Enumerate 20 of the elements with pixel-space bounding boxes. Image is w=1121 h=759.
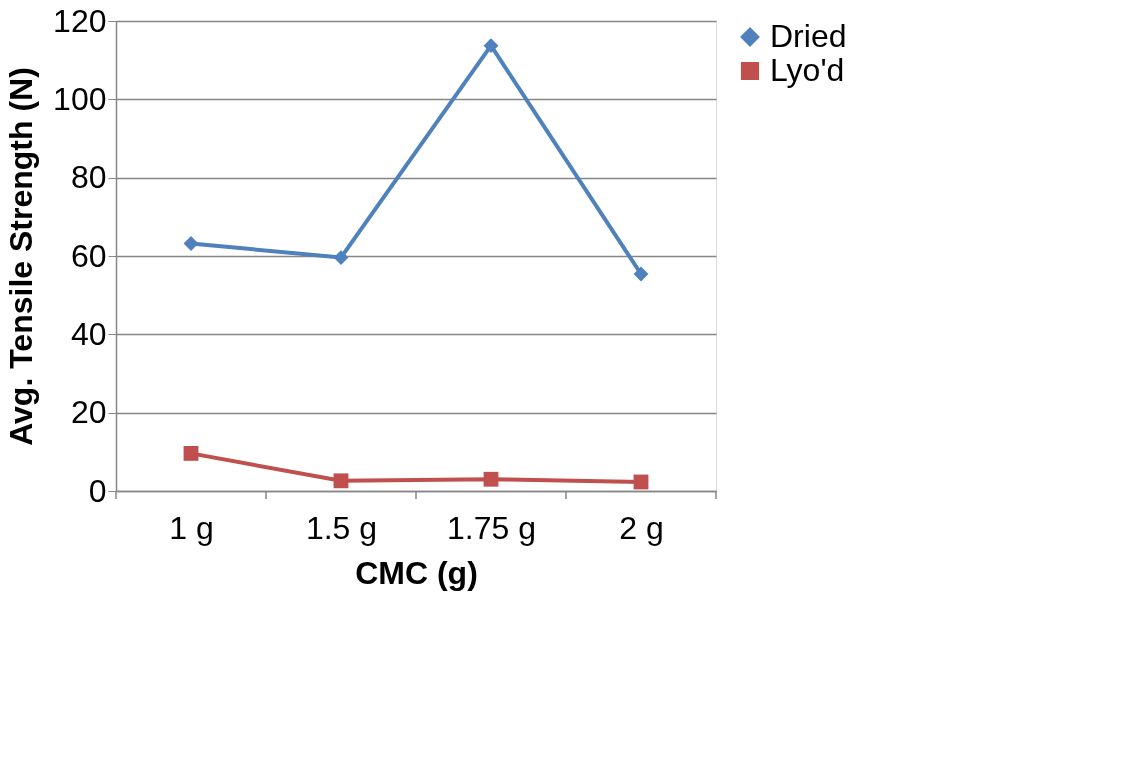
y-tick-label: 120 [53,2,107,39]
y-axis-title: Avg. Tensile Strength (N) [3,67,40,446]
y-tick-label: 80 [70,159,107,196]
y-tick-label: 100 [53,80,107,117]
legend-label: Lyo'd [770,52,845,88]
point [183,445,199,461]
y-tick-label: 60 [70,237,107,274]
point [483,471,499,487]
legend-label: Dried [770,18,847,54]
point [633,266,649,282]
y-tick-label: 20 [70,394,107,431]
x-tick-label: 2 g [619,509,664,546]
y-tick-label: 40 [70,315,107,352]
point [333,473,349,489]
x-tick-label: 1.75 g [447,509,536,546]
point [483,38,499,54]
x-tick-label: 1.5 g [305,509,378,546]
y-tick-label: 0 [88,472,107,509]
x-axis-title: CMC (g) [355,554,478,591]
x-tick-label: 1 g [169,509,214,546]
